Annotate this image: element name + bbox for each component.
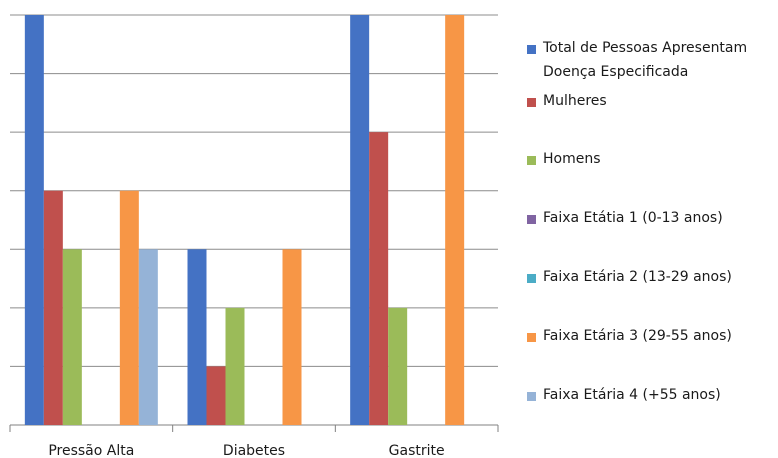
legend-label: Faixa Etária 4 (+55 anos)	[543, 387, 721, 403]
bar-faixa-et-ria-3-29-55-anos--0	[119, 190, 139, 425]
legend-swatch	[527, 156, 536, 165]
legend-label: Mulheres	[543, 93, 607, 109]
legend-item: Faixa Etária 2 (13-29 anos)	[527, 269, 732, 289]
legend-swatch	[527, 392, 536, 401]
legend-item: Mulheres	[527, 93, 607, 113]
bar-total-de-pessoas-apresentam-doen-a-especificada-1	[187, 249, 207, 425]
x-tick-label: Gastrite	[389, 443, 445, 458]
x-tick-label: Pressão Alta	[48, 443, 134, 458]
legend-label: Faixa Etátia 1 (0-13 anos)	[543, 210, 723, 226]
legend-swatch	[527, 98, 536, 107]
bar-mulheres-2	[369, 132, 389, 425]
bar-faixa-et-ria-4-55-anos--0	[138, 249, 158, 425]
bar-mulheres-0	[43, 190, 63, 425]
legend-swatch	[527, 215, 536, 224]
legend-swatch	[527, 274, 536, 283]
legend-item: Faixa Etátia 1 (0-13 anos)	[527, 210, 723, 230]
bar-homens-2	[388, 307, 408, 425]
legend-item: Homens	[527, 151, 601, 171]
legend-label: Faixa Etária 2 (13-29 anos)	[543, 269, 732, 285]
bar-total-de-pessoas-apresentam-doen-a-especificada-0	[24, 15, 44, 425]
bar-faixa-et-ria-3-29-55-anos--2	[445, 15, 465, 425]
bar-total-de-pessoas-apresentam-doen-a-especificada-2	[350, 15, 370, 425]
bar-homens-1	[225, 307, 245, 425]
bar-homens-0	[62, 249, 82, 425]
legend-item: Faixa Etária 3 (29-55 anos)	[527, 328, 732, 348]
bar-faixa-et-ria-3-29-55-anos--1	[282, 249, 302, 425]
legend-label: Homens	[543, 151, 601, 167]
x-tick-label: Diabetes	[223, 443, 285, 458]
legend-swatch	[527, 45, 536, 54]
legend-label: Faixa Etária 3 (29-55 anos)	[543, 328, 732, 344]
legend-item: Faixa Etária 4 (+55 anos)	[527, 387, 721, 407]
legend-swatch	[527, 333, 536, 342]
legend-item: Total de Pessoas Apresentam Doença Espec…	[527, 40, 778, 84]
bar-mulheres-1	[206, 366, 226, 425]
legend-label: Total de Pessoas Apresentam Doença Espec…	[543, 40, 748, 80]
